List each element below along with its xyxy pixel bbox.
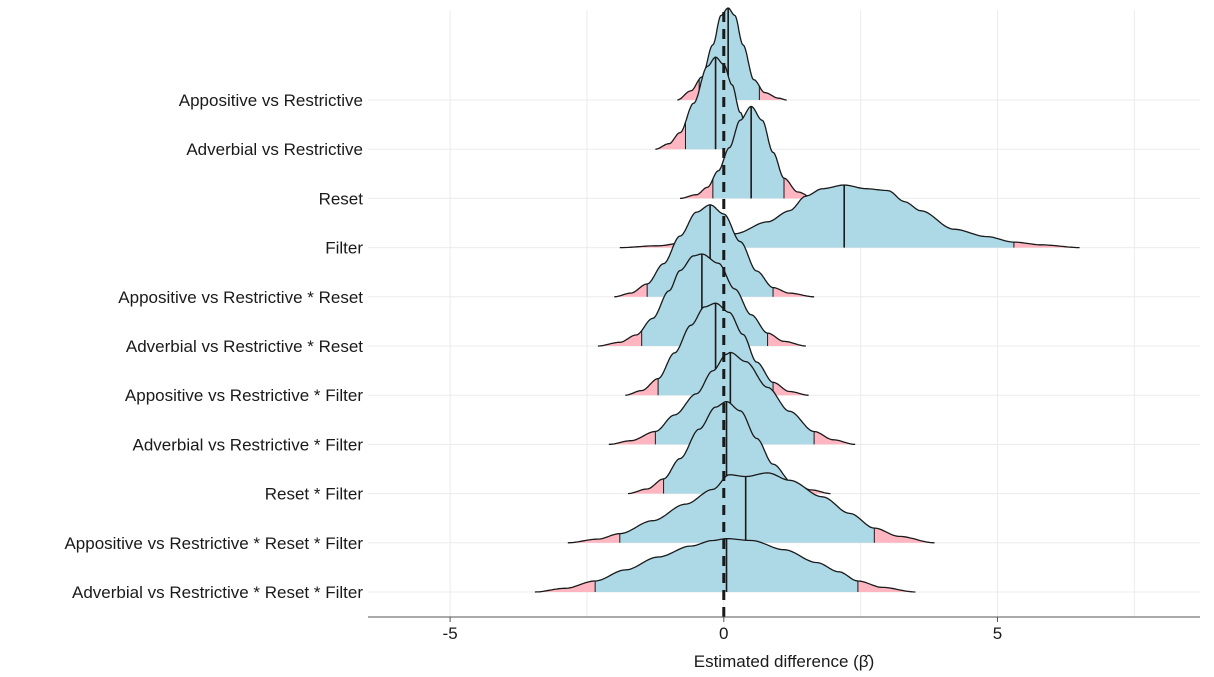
density-ridges bbox=[534, 7, 1080, 593]
ridge-interval-fill bbox=[655, 352, 815, 445]
ridge-tail-right bbox=[857, 581, 916, 592]
ridge-tail-right bbox=[767, 333, 806, 346]
category-label: Reset bbox=[319, 189, 364, 208]
ridge-tail-left bbox=[619, 242, 680, 248]
ridge-tail-left bbox=[655, 122, 686, 150]
ridge-tail-right bbox=[874, 528, 935, 543]
x-tick-label: 5 bbox=[993, 624, 1002, 643]
category-label: Adverbial vs Restrictive * Reset * Filte… bbox=[72, 583, 363, 602]
ridge-interval-fill bbox=[663, 401, 793, 494]
ridge bbox=[567, 472, 935, 544]
ridge-tail-right bbox=[814, 431, 856, 445]
ridge-tail-left bbox=[608, 431, 656, 445]
category-label: Filter bbox=[325, 239, 363, 258]
category-label: Appositive vs Restrictive * Filter bbox=[125, 386, 363, 405]
ridge-tail-right bbox=[1013, 242, 1080, 248]
ridge-tail-left bbox=[597, 330, 642, 346]
category-label: Appositive vs Restrictive * Reset bbox=[118, 288, 363, 307]
ridge-tail-right bbox=[759, 86, 787, 100]
ridge-tail-right bbox=[773, 382, 809, 396]
ridge-outline bbox=[614, 204, 815, 298]
ridge-interval-fill bbox=[680, 185, 1014, 248]
x-axis: -5 0 5 bbox=[368, 616, 1200, 643]
ridge-tail-left bbox=[567, 533, 620, 543]
category-label: Adverbial vs Restrictive * Reset bbox=[126, 337, 363, 356]
ridge-tail-right bbox=[784, 178, 815, 199]
x-tick-label: 0 bbox=[719, 624, 728, 643]
ridge-interval-fill bbox=[685, 57, 749, 150]
ridge-outline bbox=[680, 105, 815, 200]
ridge-outline bbox=[534, 537, 916, 593]
ridge-tail-left bbox=[628, 478, 664, 494]
category-labels: Appositive vs Restrictive Adverbial vs Re… bbox=[64, 91, 363, 602]
ridge bbox=[534, 537, 916, 593]
ridge-outline bbox=[677, 7, 787, 101]
ridge-interval-fill bbox=[712, 106, 784, 199]
ridge-interval-fill bbox=[619, 472, 875, 543]
ridge-tail-right bbox=[773, 287, 815, 297]
ridge-tail-left bbox=[680, 179, 713, 199]
category-label: Adverbial vs Restrictive * Filter bbox=[132, 435, 363, 454]
category-label: Adverbial vs Restrictive bbox=[186, 140, 363, 159]
category-label: Appositive vs Restrictive * Reset * Filt… bbox=[64, 534, 363, 553]
ridge-tail-left bbox=[614, 283, 648, 297]
category-label: Reset * Filter bbox=[265, 485, 364, 504]
ridge bbox=[680, 105, 815, 200]
ridge-outline bbox=[567, 472, 935, 544]
x-axis-title: Estimated difference (β̂) bbox=[694, 652, 874, 671]
ridge-outline bbox=[625, 302, 809, 396]
ridge-tail-left bbox=[677, 79, 700, 100]
category-label: Appositive vs Restrictive bbox=[179, 91, 363, 110]
ridge-tail-left bbox=[534, 581, 596, 592]
x-tick-label: -5 bbox=[443, 624, 458, 643]
ridge-tail-left bbox=[625, 378, 659, 396]
